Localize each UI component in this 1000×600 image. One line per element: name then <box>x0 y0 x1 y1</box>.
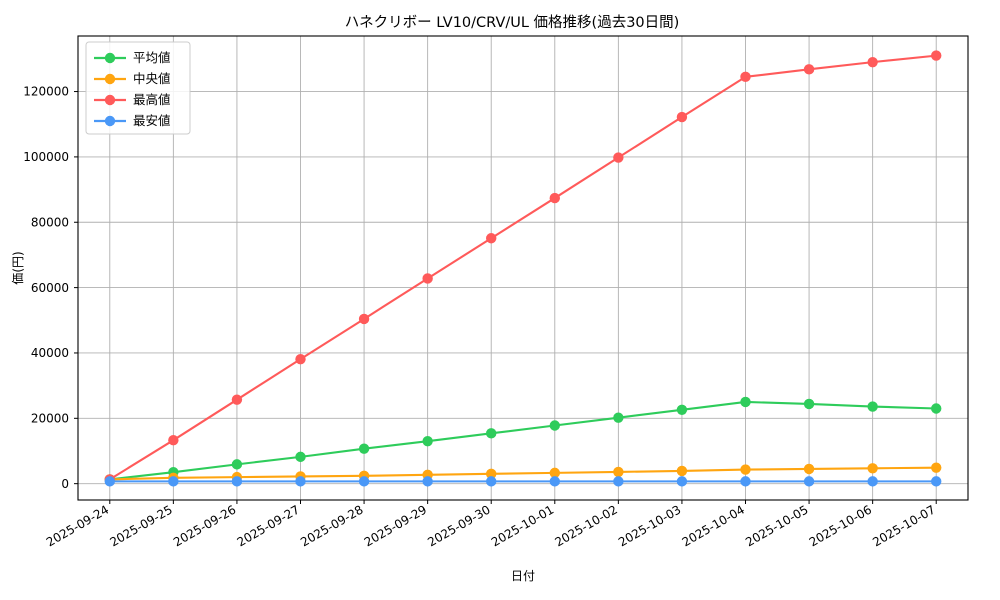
data-point[interactable] <box>613 466 624 478</box>
data-point[interactable] <box>740 396 751 408</box>
legend-marker-3 <box>104 94 116 106</box>
y-tick-label: 20000 <box>31 412 69 426</box>
y-tick-label: 40000 <box>31 346 69 360</box>
data-point[interactable] <box>867 56 878 68</box>
data-point[interactable] <box>104 476 115 487</box>
data-point[interactable] <box>803 398 815 410</box>
data-point[interactable] <box>231 394 243 405</box>
data-point[interactable] <box>676 404 688 416</box>
data-point[interactable] <box>549 476 560 487</box>
data-point[interactable] <box>486 233 497 244</box>
data-point[interactable] <box>486 428 497 439</box>
data-point[interactable] <box>740 464 751 475</box>
data-point[interactable] <box>803 476 815 487</box>
chart-title: ハネクリボー LV10/CRV/UL 価格推移(過去30日間) <box>345 14 680 31</box>
data-point[interactable] <box>295 476 306 487</box>
data-point[interactable] <box>422 273 433 284</box>
data-point[interactable] <box>613 476 624 487</box>
data-point[interactable] <box>931 50 942 61</box>
data-point[interactable] <box>867 401 878 412</box>
data-point[interactable] <box>358 476 370 487</box>
data-point[interactable] <box>231 459 243 470</box>
data-point[interactable] <box>931 462 942 473</box>
legend-label-2[interactable]: 中央値 <box>133 71 171 86</box>
data-point[interactable] <box>549 192 560 204</box>
y-tick-label: 60000 <box>31 281 69 295</box>
series-line <box>108 400 938 481</box>
data-point[interactable] <box>486 476 497 487</box>
series-line <box>108 466 938 481</box>
series-3 <box>104 50 942 485</box>
y-tick-label: 0 <box>61 477 69 491</box>
data-point[interactable] <box>613 152 624 163</box>
data-point[interactable] <box>358 443 370 454</box>
data-point[interactable] <box>867 476 878 487</box>
data-point[interactable] <box>740 71 751 83</box>
data-point[interactable] <box>422 435 433 447</box>
data-point[interactable] <box>613 412 624 423</box>
series-1 <box>104 396 942 485</box>
data-point[interactable] <box>168 476 179 487</box>
data-point[interactable] <box>931 403 942 414</box>
data-point[interactable] <box>358 313 370 325</box>
data-point[interactable] <box>676 476 688 487</box>
y-axis-ticks: 0 20000 40000 60000 80000 100000 120000 <box>23 85 78 491</box>
legend-label-4[interactable]: 最安値 <box>133 113 171 128</box>
data-point[interactable] <box>867 463 878 474</box>
data-point[interactable] <box>740 476 751 487</box>
x-axis-label: 日付 <box>511 569 535 583</box>
data-point[interactable] <box>803 463 815 475</box>
data-point[interactable] <box>422 476 433 487</box>
data-point[interactable] <box>803 64 815 75</box>
series-line <box>108 54 938 481</box>
legend-label-3[interactable]: 最高値 <box>133 92 171 107</box>
data-point[interactable] <box>931 476 942 487</box>
legend-label-1[interactable]: 平均値 <box>133 50 171 65</box>
data-point[interactable] <box>168 435 179 446</box>
plot-frame <box>77 35 969 501</box>
y-tick-label: 100000 <box>23 150 69 164</box>
y-axis-label: 価(円) <box>11 251 25 284</box>
series-layer <box>104 50 942 487</box>
legend-marker-4 <box>104 115 116 127</box>
data-point[interactable] <box>676 465 688 477</box>
data-point[interactable] <box>231 476 243 487</box>
data-point[interactable] <box>295 451 306 463</box>
legend-background <box>85 41 191 135</box>
legend-marker-1 <box>104 52 116 64</box>
series-4 <box>104 476 942 487</box>
legend-marker-2 <box>104 73 116 85</box>
data-point[interactable] <box>549 420 560 431</box>
data-point[interactable] <box>486 468 497 480</box>
axis-frame <box>77 35 969 501</box>
data-point[interactable] <box>676 111 688 123</box>
y-tick-label: 120000 <box>23 85 69 99</box>
data-point[interactable] <box>549 467 560 479</box>
data-point[interactable] <box>295 353 306 365</box>
y-tick-label: 80000 <box>31 215 69 229</box>
